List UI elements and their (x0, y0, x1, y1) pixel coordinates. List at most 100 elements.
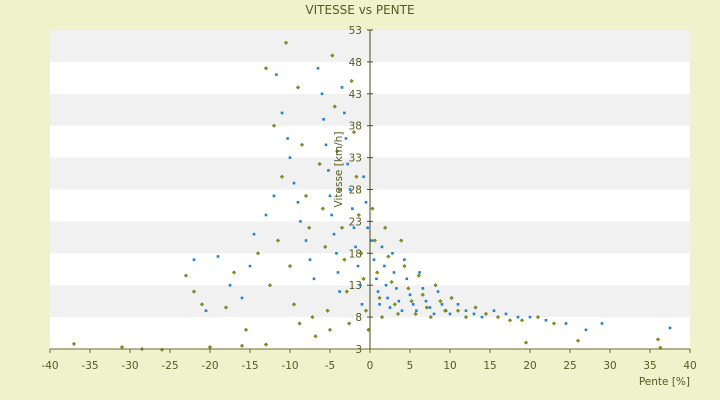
data-point-b (406, 286, 411, 291)
data-point-b (283, 40, 289, 45)
data-point-b (416, 273, 421, 278)
data-point-a (252, 232, 256, 236)
chart-title: VITESSE vs PENTE (305, 3, 414, 17)
data-point-b (275, 238, 281, 243)
data-point-b (332, 104, 337, 109)
data-point-a (280, 111, 284, 115)
x-tick-label: 30 (603, 360, 616, 372)
data-point-a (400, 309, 404, 313)
data-point-a (456, 303, 460, 306)
data-point-a (380, 245, 384, 249)
data-point-b (377, 295, 382, 301)
data-point-a (403, 258, 406, 261)
data-point-b (231, 270, 237, 275)
data-point-a (275, 73, 278, 76)
tick-labels: -40 -35 -30 -25 -20 -15 -10 -5 0 5 10 15 20 25 30 35 40 3… (41, 25, 696, 372)
data-point-a (464, 309, 468, 313)
data-point-a (384, 283, 388, 287)
data-point-b (325, 308, 330, 313)
x-tick-label: 40 (683, 360, 696, 372)
data-point-b (297, 321, 302, 326)
data-point-a (216, 255, 220, 258)
data-point-b (359, 251, 364, 256)
data-point-b (337, 187, 342, 192)
y-tick-label: 8 (355, 312, 362, 324)
data-point-b (523, 340, 529, 345)
y-axis-label: Vitesse [km/h] (333, 132, 345, 208)
data-point-a (421, 287, 425, 290)
data-point-b (263, 342, 269, 347)
data-point-b (255, 251, 261, 256)
data-point-b (495, 315, 501, 320)
data-point-b (507, 318, 513, 323)
data-point-a (480, 315, 484, 319)
data-point-b (323, 244, 328, 250)
data-point-b (386, 254, 391, 259)
data-point-a (366, 226, 369, 230)
data-point-a (228, 283, 232, 287)
data-point-a (240, 296, 244, 300)
x-tick-label: -35 (81, 360, 98, 372)
data-point-a (362, 175, 365, 179)
data-point-b (402, 263, 407, 269)
data-point-a (338, 290, 341, 293)
y-tick-label: 23 (349, 216, 362, 228)
data-point-a (272, 194, 276, 198)
data-point-a (492, 309, 496, 313)
y-tick-label: 43 (349, 89, 362, 101)
data-point-a (286, 137, 289, 140)
data-point-a (415, 309, 418, 313)
data-point-b (463, 315, 469, 320)
data-point-b (295, 85, 301, 90)
data-point-b (335, 149, 340, 154)
data-point-b (438, 299, 443, 304)
data-point-a (544, 318, 548, 322)
data-point-a (564, 322, 568, 325)
data-point-a (378, 303, 381, 306)
data-point-b (303, 193, 309, 198)
data-point-a (312, 277, 316, 281)
x-tick-label: -40 (41, 360, 58, 372)
y-tick-label: 48 (349, 57, 362, 69)
x-tick-label: 25 (563, 360, 576, 372)
data-point-a (391, 252, 394, 255)
data-point-a (351, 207, 354, 210)
data-point-b (420, 292, 425, 297)
data-point-a (328, 194, 332, 198)
data-point-b (389, 279, 394, 285)
y-tick-label: 18 (349, 248, 362, 260)
x-axis-label: Pente [%] (639, 376, 690, 388)
data-point-a (364, 200, 368, 204)
y-tick-label: 3 (355, 344, 362, 356)
data-point-b (455, 308, 461, 313)
data-point-b (483, 311, 489, 316)
data-point-b (399, 238, 404, 243)
data-point-a (348, 188, 352, 191)
data-point-a (386, 296, 389, 300)
x-tick-label: 10 (443, 360, 456, 372)
data-point-b (267, 283, 273, 288)
x-tick-label: 35 (643, 360, 656, 372)
data-point-b (428, 315, 433, 320)
data-point-b (263, 66, 269, 71)
data-point-a (288, 156, 292, 159)
data-point-a (192, 258, 196, 261)
data-point-b (317, 161, 322, 167)
data-point-b (392, 302, 397, 307)
data-point-a (528, 315, 532, 319)
data-point-a (292, 181, 296, 185)
data-point-a (424, 299, 428, 303)
data-point-b (395, 311, 401, 316)
data-point-a (383, 264, 386, 268)
data-point-b (239, 343, 245, 348)
data-point-a (204, 309, 208, 313)
data-point-b (71, 341, 77, 346)
data-point-a (354, 245, 357, 249)
y-tick-label: 38 (349, 121, 362, 133)
data-point-a (411, 303, 415, 306)
data-point-b (313, 334, 318, 339)
data-point-b (344, 289, 349, 294)
data-point-a (248, 264, 252, 268)
data-point-a (299, 220, 302, 223)
